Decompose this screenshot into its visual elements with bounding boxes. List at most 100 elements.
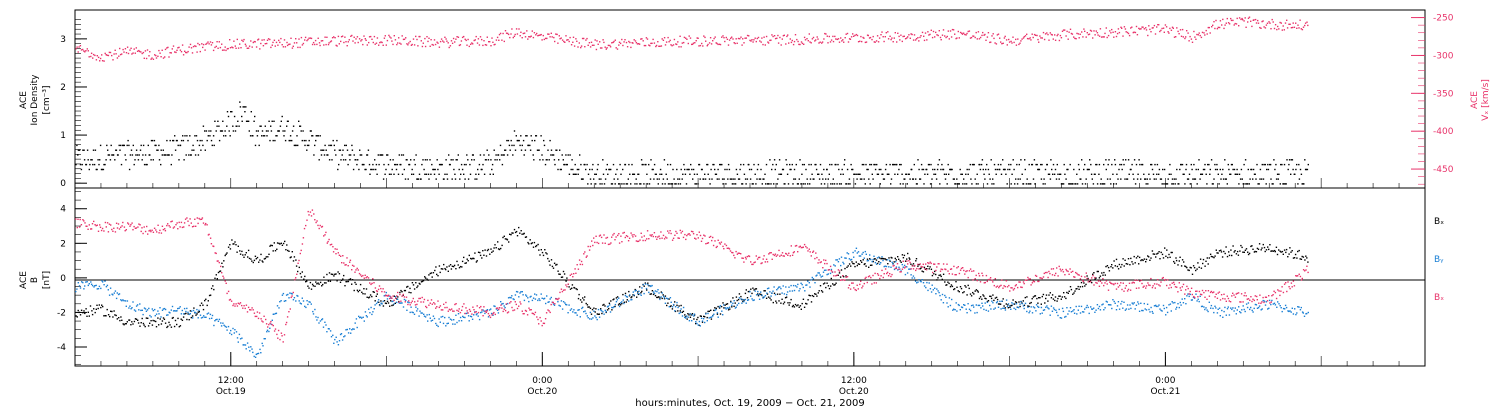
density-point [763, 178, 764, 179]
density-point [1113, 183, 1114, 184]
density-point [238, 126, 239, 127]
vx-point [1097, 32, 1098, 33]
bx-point [1166, 249, 1167, 250]
bx-point [752, 288, 753, 289]
by-point [953, 309, 954, 310]
bx-point [688, 314, 689, 315]
bx-point [931, 269, 932, 270]
by-point [410, 307, 411, 308]
vx-point [280, 38, 281, 39]
by-point [361, 317, 362, 318]
vx-point [252, 46, 253, 47]
density-point [132, 154, 133, 155]
density-point [1227, 183, 1228, 184]
density-point [365, 169, 366, 170]
bx-point [453, 266, 454, 267]
vx-point [634, 39, 635, 40]
bx-point [1264, 247, 1265, 248]
density-point [392, 159, 393, 160]
bx-point [777, 294, 778, 295]
bx-point [935, 274, 936, 275]
bx-point [907, 253, 908, 254]
density-point [478, 174, 479, 175]
by-point [822, 276, 823, 277]
vx-point [331, 40, 332, 41]
density-point [550, 154, 551, 155]
top-panel-frame [75, 10, 1425, 188]
density-point [1135, 183, 1136, 184]
density-point [622, 169, 623, 170]
vx-point [793, 44, 794, 45]
bx-point [203, 309, 204, 310]
by-point [793, 285, 794, 286]
vx-point [533, 37, 534, 38]
bx-point [670, 305, 671, 306]
density-point [828, 178, 829, 179]
vx-point [1076, 33, 1077, 34]
vx-point [294, 42, 295, 43]
by-point [471, 316, 472, 317]
by-point [720, 305, 721, 306]
vx-point [1164, 32, 1165, 33]
bx-point [640, 292, 641, 293]
by-point [567, 312, 568, 313]
vx-point [279, 42, 280, 43]
vx-point [199, 44, 200, 45]
bx-point [779, 294, 780, 295]
by-point [430, 318, 431, 319]
bz-point [141, 231, 142, 232]
vx-point [1089, 34, 1090, 35]
by-point [1055, 310, 1056, 311]
vx-point [1028, 38, 1029, 39]
by-point [785, 286, 786, 287]
vx-point [132, 52, 133, 53]
vx-point [1024, 36, 1025, 37]
by-point [914, 277, 915, 278]
bx-point [331, 274, 332, 275]
by-point [1203, 306, 1204, 307]
density-point [815, 164, 816, 165]
vx-point [81, 49, 82, 50]
by-point [915, 281, 916, 282]
by-point [799, 288, 800, 289]
density-point [519, 140, 520, 141]
by-point [925, 287, 926, 288]
density-point [257, 135, 258, 136]
by-point [181, 313, 182, 314]
bx-point [1228, 251, 1229, 252]
by-point [78, 282, 79, 283]
density-point [703, 178, 704, 179]
density-point [808, 164, 809, 165]
vx-point [674, 39, 675, 40]
vx-point [1154, 25, 1155, 26]
vx-point [1047, 34, 1048, 35]
density-point [1214, 164, 1215, 165]
density-point [395, 164, 396, 165]
vx-point [80, 45, 81, 46]
density-point [597, 169, 598, 170]
bx-point [293, 260, 294, 261]
density-point [717, 169, 718, 170]
bx-point [710, 310, 711, 311]
vx-point [307, 39, 308, 40]
bz-point [131, 222, 132, 223]
density-point [641, 159, 642, 160]
by-point [580, 316, 581, 317]
bx-point [1168, 254, 1169, 255]
density-point [982, 159, 983, 160]
bx-point [250, 258, 251, 259]
vx-point [470, 44, 471, 45]
by-point [1016, 303, 1017, 304]
density-point [673, 178, 674, 179]
by-point [942, 294, 943, 295]
bx-point [631, 296, 632, 297]
by-point [448, 323, 449, 324]
density-point [840, 174, 841, 175]
by-point [904, 265, 905, 266]
density-point [939, 159, 940, 160]
density-point [134, 159, 135, 160]
bx-point [1205, 261, 1206, 262]
density-point [888, 174, 889, 175]
density-point [1249, 178, 1250, 179]
bx-point [834, 284, 835, 285]
